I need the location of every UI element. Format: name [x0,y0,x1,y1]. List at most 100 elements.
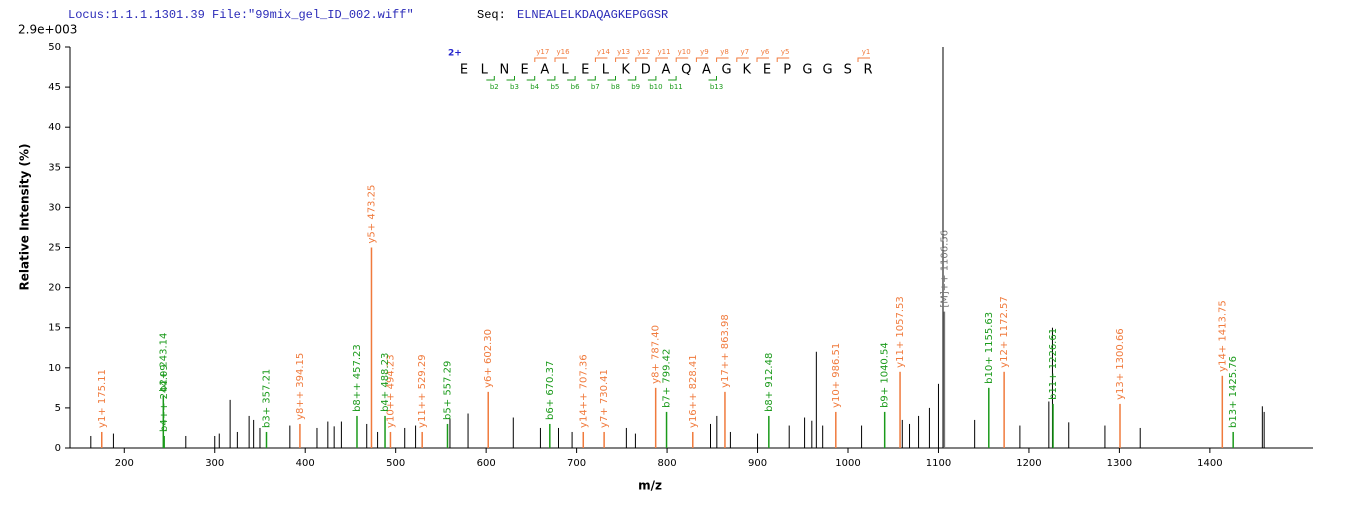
y-bracket [776,57,790,62]
x-tick-label: 1300 [1107,458,1132,469]
b-ion: b2 [490,83,499,91]
peak-label: b13+ 1425.76 [1228,356,1239,428]
residue: E [460,63,468,78]
b-bracket [708,76,717,81]
y-ion: y1 [862,48,871,56]
y-tick-label: 0 [55,443,61,454]
b-ion: b13 [710,83,723,91]
y-bracket [736,57,749,62]
y-ion: y7 [740,48,749,56]
y-ion: y6 [761,48,770,56]
y-tick-label: 30 [48,202,61,213]
y-ion: y10 [678,48,691,56]
y-ion: y17 [536,48,549,56]
residue: L [602,63,610,78]
y-ion: y5 [781,48,790,56]
y-tick-label: 50 [48,42,61,53]
y-bracket [635,57,648,62]
residue: E [763,63,771,78]
y-ion: y14 [597,48,611,56]
residue: E [581,63,589,78]
y-bracket [554,57,567,62]
peak-label: y13+ 1300.66 [1115,328,1126,400]
x-axis-label: m/z [638,479,662,493]
b-ion: b4 [530,83,539,91]
residue: S [844,63,852,78]
residue: G [722,63,732,78]
y-ion: y11 [657,48,670,56]
y-bracket [655,57,668,62]
peak-label: b3+ 357.21 [262,369,273,428]
y-bracket [716,57,729,62]
y-bracket [675,57,689,62]
residue: N [500,63,510,78]
peak-label: b10+ 1155.63 [984,312,995,384]
x-tick-label: 1100 [926,458,951,469]
y-tick-label: 40 [48,122,61,133]
y-bracket [615,57,628,62]
residue: A [662,63,671,78]
residue: K [743,63,752,78]
residue: P [783,63,791,78]
peak-label: y10+ 986.51 [831,343,842,408]
y-ion: y13 [617,48,630,56]
x-tick-label: 1200 [1016,458,1041,469]
y-tick-label: 45 [48,82,61,93]
b-bracket [526,76,536,81]
peak-label: y12+ 1172.57 [999,296,1010,368]
peak-label: y8+ 787.40 [651,325,662,384]
peak-label: y14++ 707.36 [578,354,589,428]
locus: Locus:1.1.1.1301.39 File:"99mix_gel_ID_0… [68,8,414,22]
b-bracket [607,76,616,81]
b-bracket [587,76,596,81]
x-tick-label: 600 [477,458,496,469]
b-ion: b5 [550,83,559,91]
scale-label: 2.9e+003 [18,23,77,37]
peak-label: b8++ 457.23 [352,344,363,412]
peak-label: y11+ 1057.53 [895,296,906,368]
x-tick-label: 900 [748,458,767,469]
peak-label: y10++ 494.23 [385,354,396,428]
x-tick-label: 1400 [1197,458,1222,469]
x-tick-label: 700 [567,458,586,469]
residue: D [641,63,651,78]
y-bracket [695,57,709,62]
peak-label: y5+ 473.25 [366,185,377,244]
peak-label: y8++ 394.15 [295,353,306,420]
y-ion: y8 [720,48,729,56]
peak-label: b4++ 244.09 [159,364,170,432]
y-axis-label: Relative Intensity (%) [18,144,32,291]
peak-label: y7+ 730.41 [599,369,610,428]
y-tick-label: 20 [48,283,61,294]
peak-label: b7+ 799.42 [662,349,673,408]
y-tick-label: 15 [48,323,61,334]
peak-label: b9+ 1040.54 [880,342,891,408]
residue: E [520,63,528,78]
y-tick-label: 10 [48,363,61,374]
b-bracket [546,76,556,81]
seq-label: Seq: [477,8,506,22]
peak-label: b2+ 243.14 [158,333,169,392]
y-ion: y16 [556,48,570,56]
peak-label: y6+ 602.30 [483,329,494,388]
y-ion: y9 [700,48,709,56]
x-tick-label: 1000 [835,458,860,469]
peak-label: b5+ 557.29 [443,361,454,420]
x-tick-label: 500 [386,458,405,469]
y-bracket [534,57,547,62]
b-ion: b10 [649,83,662,91]
peak-label: y11++ 529.29 [417,354,428,428]
residue: G [802,63,812,78]
residue: A [540,63,549,78]
b-bracket [486,76,495,81]
b-bracket [567,76,576,81]
peak-label: b8+ 912.48 [764,353,775,412]
x-tick-label: 200 [115,458,134,469]
residue: G [823,63,833,78]
peak-label: [M]++ 1106.56 [939,230,950,308]
peak-label: y16++ 828.41 [688,354,699,428]
charge: 2+ [448,49,462,59]
b-ion: b11 [669,83,682,91]
y-tick-label: 35 [48,162,61,173]
seq: ELNEALELKDAQAGKEPGGSR [517,8,668,22]
